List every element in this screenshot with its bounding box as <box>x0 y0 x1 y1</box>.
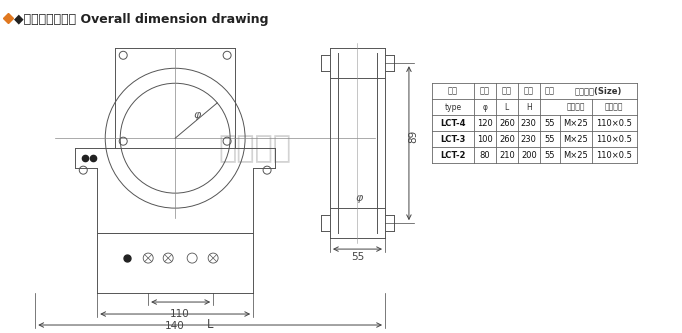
Text: 55: 55 <box>544 135 555 144</box>
Text: 230: 230 <box>521 119 537 128</box>
Text: 地脚尺尺(Size): 地脚尺尺(Size) <box>574 86 622 95</box>
Text: LCT-4: LCT-4 <box>440 119 466 128</box>
Text: L: L <box>207 318 213 331</box>
Text: 内孔: 内孔 <box>480 86 490 95</box>
Text: 260: 260 <box>499 135 515 144</box>
Bar <box>432 83 637 163</box>
Text: 55: 55 <box>351 252 364 262</box>
Text: 宽度: 宽度 <box>502 86 512 95</box>
Text: 55: 55 <box>544 119 555 128</box>
Text: 120: 120 <box>477 119 492 128</box>
Text: 厚度: 厚度 <box>545 86 554 95</box>
Text: 80: 80 <box>479 151 490 160</box>
Text: 螺栅规格: 螺栅规格 <box>567 103 585 112</box>
Text: 110×0.5: 110×0.5 <box>596 151 632 160</box>
Text: 型号: 型号 <box>448 86 458 95</box>
Text: M×25: M×25 <box>563 135 588 144</box>
Text: type: type <box>445 103 462 112</box>
Text: 110: 110 <box>170 309 190 319</box>
Text: 上海互满: 上海互满 <box>219 134 292 163</box>
Text: 110×0.5: 110×0.5 <box>596 119 632 128</box>
Text: 高度: 高度 <box>524 86 534 95</box>
Text: 200: 200 <box>521 151 537 160</box>
Text: ◆外形及安装尺尺 Overall dimension drawing: ◆外形及安装尺尺 Overall dimension drawing <box>14 13 269 26</box>
Text: 140: 140 <box>165 321 185 331</box>
Text: 260: 260 <box>499 119 515 128</box>
Text: φ: φ <box>482 103 488 112</box>
Text: 100: 100 <box>477 135 492 144</box>
Text: 中心距离: 中心距离 <box>605 103 623 112</box>
Text: φ: φ <box>193 110 201 120</box>
Text: φ: φ <box>356 193 364 203</box>
Text: M×25: M×25 <box>563 119 588 128</box>
Text: 55: 55 <box>544 151 555 160</box>
Text: LCT-3: LCT-3 <box>440 135 466 144</box>
Text: 210: 210 <box>499 151 515 160</box>
Text: H: H <box>526 103 532 112</box>
Text: 110×0.5: 110×0.5 <box>596 135 632 144</box>
Text: L: L <box>505 103 509 112</box>
Text: 89: 89 <box>408 130 418 143</box>
Text: LCT-2: LCT-2 <box>440 151 466 160</box>
Text: M×25: M×25 <box>563 151 588 160</box>
Text: 230: 230 <box>521 135 537 144</box>
